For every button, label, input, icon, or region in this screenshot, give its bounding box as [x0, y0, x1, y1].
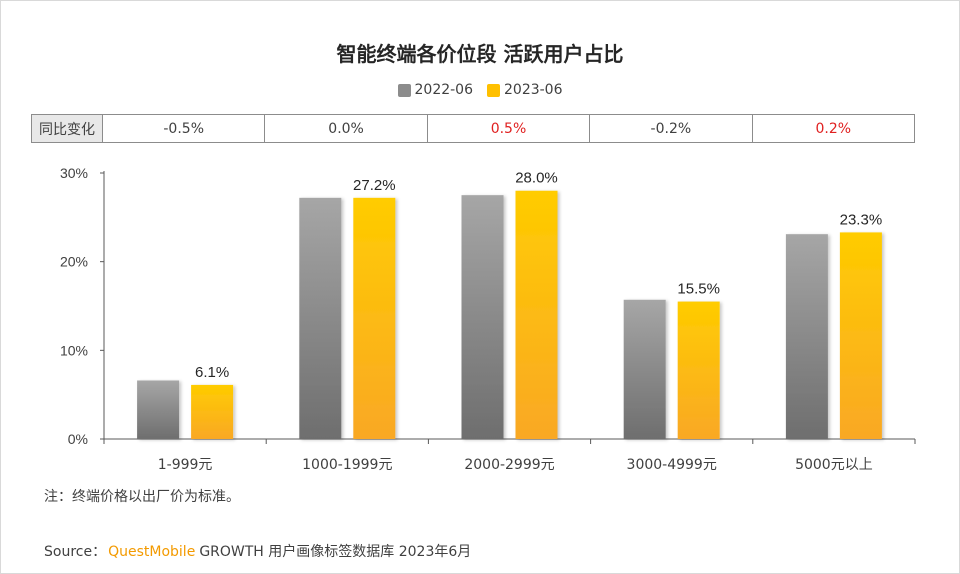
- legend-label-2023: 2023-06: [504, 82, 563, 98]
- data-label: 15.5%: [677, 281, 720, 298]
- y-tick-label: 10%: [60, 342, 88, 358]
- data-label: 23.3%: [840, 211, 883, 228]
- legend-item-2022: 2022-06: [397, 82, 474, 98]
- data-label: 28.0%: [515, 170, 558, 187]
- x-tick-label: 1-999元: [158, 457, 213, 473]
- yoy-cell: -0.2%: [589, 114, 753, 143]
- legend-swatch-2023: [487, 83, 500, 97]
- legend-swatch-2022: [397, 83, 411, 97]
- bar-2022: [299, 197, 342, 439]
- bar-2022: [137, 380, 180, 439]
- yoy-row: 同比变化 -0.5% 0.0% 0.5% -0.2% 0.2%: [31, 114, 916, 143]
- x-tick-label: 3000-4999元: [627, 457, 717, 473]
- chart-labels: 6.1% 27.2% 28.0% 15.5% 23.3%: [195, 170, 882, 381]
- x-tick-label: 2000-2999元: [464, 457, 554, 473]
- yoy-change-table: 同比变化 -0.5% 0.0% 0.5% -0.2% 0.2%: [31, 114, 916, 143]
- source-label: Source：: [44, 544, 107, 560]
- y-tick-label: 0%: [68, 431, 88, 447]
- bar-2023: [677, 301, 720, 439]
- chart-title: 智能终端各价位段 活跃用户占比: [336, 42, 624, 66]
- yoy-cell: 0.5%: [426, 114, 591, 143]
- yoy-cell: -0.5%: [101, 114, 266, 143]
- chart-bars: [137, 190, 882, 439]
- legend-item-2023: 2023-06: [487, 82, 563, 98]
- bar-2022: [461, 195, 504, 439]
- bar-2022: [785, 234, 828, 439]
- source-text: GROWTH 用户画像标签数据库 2023年6月: [199, 544, 472, 560]
- x-tick-label: 1000-1999元: [302, 457, 392, 473]
- chart-axes: 0% 10% 20% 30% 1-999元 1000-1999元 2000-2999元 300…: [60, 165, 916, 473]
- bar-2023: [191, 384, 234, 439]
- source-brand: QuestMobile: [108, 544, 196, 560]
- footnote: 注：终端价格以出厂价为标准。: [44, 489, 240, 505]
- bar-2022: [623, 299, 666, 439]
- yoy-cell: 0.2%: [751, 114, 916, 143]
- bar-2023: [353, 197, 396, 439]
- x-tick-label: 5000元以上: [795, 457, 873, 473]
- data-label: 6.1%: [195, 364, 229, 381]
- chart-legend: 2022-06 2023-06: [0, 82, 960, 98]
- bar-2023: [515, 190, 558, 439]
- legend-label-2022: 2022-06: [414, 82, 474, 98]
- bar-2023: [839, 232, 882, 439]
- data-label: 27.2%: [353, 177, 396, 194]
- y-tick-label: 30%: [60, 165, 88, 181]
- source-line: Source： QuestMobile GROWTH 用户画像标签数据库 202…: [44, 541, 471, 561]
- y-tick-label: 20%: [60, 254, 88, 270]
- yoy-cell: 0.0%: [264, 114, 428, 143]
